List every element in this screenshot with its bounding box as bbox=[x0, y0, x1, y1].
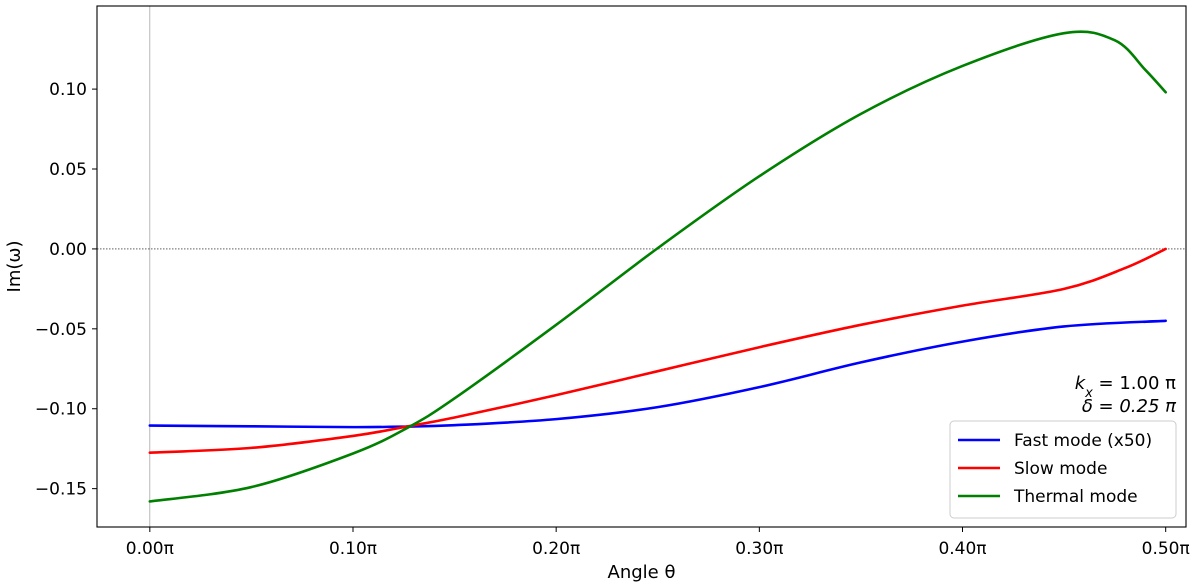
legend-label-fast-mode-x50: Fast mode (x50) bbox=[1014, 431, 1152, 451]
legend-box bbox=[949, 420, 1177, 519]
x-tick-label: 0.00π bbox=[126, 539, 174, 559]
y-tick-label: −0.10 bbox=[35, 400, 87, 420]
legend-label-thermal-mode: Thermal mode bbox=[1013, 487, 1138, 507]
x-tick-label: 0.50π bbox=[1142, 539, 1190, 559]
series-line-slow-mode bbox=[148, 247, 1167, 454]
y-tick-label: 0.10 bbox=[49, 80, 87, 100]
x-axis-label: Angle θ bbox=[608, 562, 676, 583]
y-tick-label: −0.15 bbox=[35, 480, 87, 500]
x-tick-label: 0.10π bbox=[329, 539, 377, 559]
series-line-thermal-mode bbox=[148, 30, 1167, 503]
axes: 0.00π 0.10π 0.20π 0.30π 0.40π 0.50π 0.10 0.05 0.… bbox=[35, 5, 1190, 559]
axes-frame bbox=[96, 5, 1187, 528]
legend-label-slow-mode: Slow mode bbox=[1014, 459, 1107, 479]
legend: Fast mode (x50) Slow mode Thermal mode bbox=[949, 420, 1177, 519]
y-axis-label: Im(ω) bbox=[4, 241, 25, 293]
series-line-fast-mode-x50 bbox=[148, 319, 1167, 429]
x-tick-label: 0.40π bbox=[938, 539, 986, 559]
x-tick-label: 0.20π bbox=[532, 539, 580, 559]
annotation-kx: kx = 1.00 π bbox=[1075, 373, 1176, 401]
plot-area bbox=[97, 6, 1186, 527]
y-tick-label: 0.05 bbox=[49, 160, 87, 180]
y-tick-label: 0.00 bbox=[49, 240, 87, 260]
y-tick-label: −0.05 bbox=[35, 320, 87, 340]
annotation-delta: δ = 0.25 π bbox=[1082, 396, 1177, 417]
x-tick-label: 0.30π bbox=[735, 539, 783, 559]
